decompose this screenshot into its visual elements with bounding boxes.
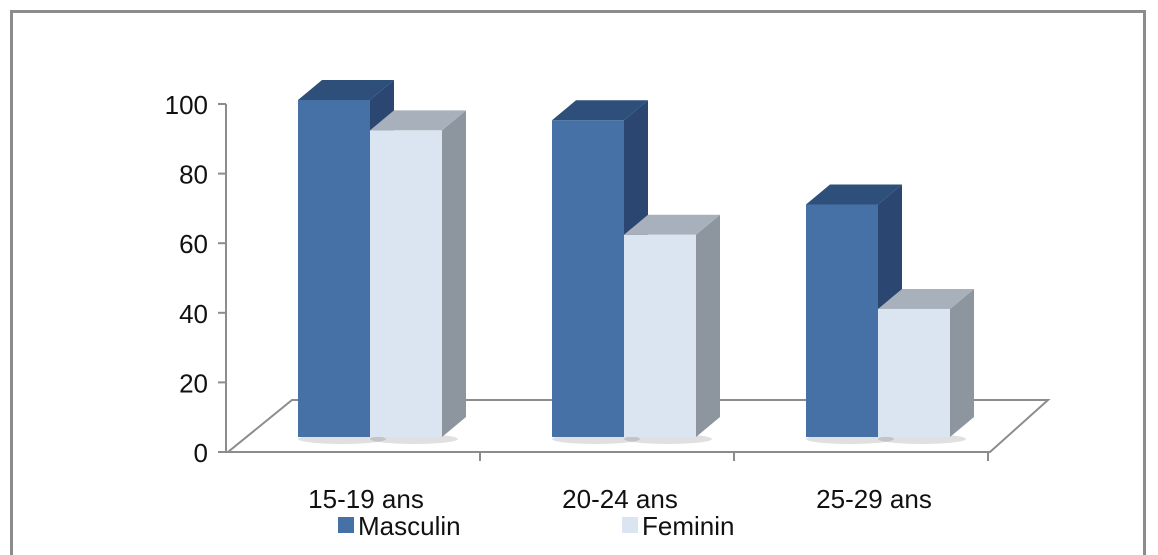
y-tick-label: 0: [194, 438, 208, 468]
y-axis: 0 20 40 60 80 100: [165, 90, 990, 468]
bar-top: [624, 214, 720, 235]
x-tick-label: 15-19 ans: [308, 484, 424, 514]
bar-group: [806, 184, 974, 444]
bar-top: [878, 288, 974, 309]
legend-swatch: [622, 517, 638, 533]
y-tick-label: 80: [179, 160, 208, 190]
bar-group: [552, 100, 720, 444]
bar-side: [696, 214, 720, 437]
bar-front: [552, 120, 624, 437]
bars: [298, 80, 974, 444]
bar-top: [370, 110, 466, 131]
bar-front: [878, 308, 950, 437]
bar-feminin: [878, 288, 974, 444]
legend-label: Masculin: [358, 511, 461, 541]
bar-top: [806, 184, 902, 205]
bar-front: [806, 204, 878, 437]
bar-top: [552, 100, 648, 121]
legend-swatch: [338, 517, 354, 533]
legend-label: Feminin: [642, 511, 734, 541]
bar-front: [298, 100, 370, 437]
legend-item-feminin: Feminin: [622, 511, 734, 541]
x-tick-label: 25-29 ans: [816, 484, 932, 514]
bar-top: [298, 80, 394, 100]
bar-group: [298, 80, 466, 444]
x-tick-label: 20-24 ans: [562, 484, 678, 514]
y-tick-label: 20: [179, 368, 208, 398]
bar-side: [442, 110, 466, 437]
bar-side: [950, 288, 974, 437]
legend-item-masculin: Masculin: [338, 511, 461, 541]
x-axis-labels: 15-19 ans 20-24 ans 25-29 ans: [308, 484, 932, 514]
legend: Masculin Feminin: [338, 511, 734, 541]
bar-front: [370, 130, 442, 437]
y-tick-label: 60: [179, 229, 208, 259]
y-tick-label: 100: [165, 90, 208, 120]
bar-feminin: [624, 214, 720, 444]
bar-feminin: [370, 110, 466, 444]
y-tick-label: 40: [179, 299, 208, 329]
bar-front: [624, 234, 696, 437]
